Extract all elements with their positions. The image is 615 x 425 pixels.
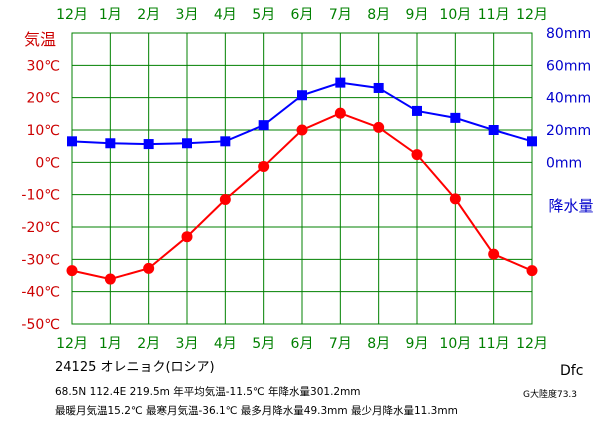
precipitation-point [143,139,154,150]
precipitation-point [373,82,384,93]
temperature-point [143,262,155,274]
month-label-bottom: 11月 [478,336,510,352]
temp-tick-label: -10℃ [21,188,60,204]
precipitation-point [67,136,77,147]
temperature-point [219,194,231,206]
temperature-point [66,265,78,277]
month-label-top: 10月 [439,7,471,23]
month-label-top: 8月 [367,7,390,23]
temperature-point [526,265,538,277]
station-name: 24125 オレニョク(ロシア) [55,360,215,375]
month-label-bottom: 8月 [367,336,390,352]
month-label-bottom: 9月 [406,336,429,352]
right-axis-title: 降水量 [548,197,593,215]
month-label-bottom: 3月 [176,336,199,352]
temp-tick-label: -40℃ [21,285,60,301]
month-label-top: 11月 [478,7,510,23]
month-label-bottom: 6月 [291,336,314,352]
precip-tick-label: 0mm [546,155,582,171]
month-label-top: 3月 [176,7,199,23]
month-label-bottom: 1月 [99,336,122,352]
temp-tick-label: 20℃ [26,91,60,107]
month-label-top: 4月 [214,7,237,23]
month-label-bottom: 12月 [516,336,548,352]
temperature-point [296,124,308,136]
month-label-top: 6月 [291,7,314,23]
climate-classification: Dfc [560,363,584,379]
temp-tick-label: -30℃ [21,252,60,268]
month-label-bottom: 7月 [329,336,352,352]
precipitation-point [182,138,192,149]
temperature-point [258,161,270,173]
axis-ticks: 12月 12月 1月 1月 2月 2月 3月 3月 4月 4月 5月 5月 6月 6月 7月 7月 8月 8月 9月… [21,7,591,352]
continentality-note: G大陸度73.3 [523,390,578,400]
temperature-point [334,107,346,119]
temp-tick-label: -50℃ [21,317,60,333]
temp-tick-label: 30℃ [26,58,60,74]
month-label-top: 9月 [406,7,429,23]
month-label-bottom: 2月 [137,336,160,352]
left-axis-title: 気温 [24,30,56,49]
month-label-bottom: 5月 [252,336,275,352]
station-stats-1: 68.5N 112.4E 219.5m 年平均気温-11.5℃ 年降水量301.… [55,386,361,398]
precipitation-point [258,120,269,131]
month-label-top: 7月 [329,7,352,23]
precipitation-point [527,136,537,147]
month-label-top: 12月 [56,7,88,23]
precipitation-point [105,138,116,149]
temp-tick-label: 0℃ [35,155,60,171]
month-label-top: 2月 [137,7,160,23]
temp-tick-label: 10℃ [26,123,60,139]
precipitation-point [335,77,346,88]
month-label-top: 12月 [516,7,548,23]
precip-tick-label: 20mm [546,123,591,139]
month-label-top: 5月 [252,7,275,23]
month-label-top: 1月 [99,7,122,23]
month-label-bottom: 4月 [214,336,237,352]
temperature-point [411,149,423,161]
precipitation-point [412,105,422,116]
precipitation-point [220,136,231,147]
temperature-point [104,273,116,285]
temperature-point [373,121,385,133]
precipitation-point [488,125,499,135]
precip-tick-label: 60mm [546,58,591,74]
station-stats-2: 最暖月気温15.2℃ 最寒月気温-36.1℃ 最多月降水量49.3mm 最少月降… [55,405,458,417]
precipitation-point [450,112,461,123]
data-series [66,77,538,285]
temperature-point [449,193,461,205]
temperature-point [488,248,500,260]
temp-tick-label: -20℃ [21,220,60,236]
precipitation-point [297,90,307,101]
month-label-bottom: 10月 [439,336,471,352]
precip-tick-label: 40mm [546,91,591,107]
precip-tick-label: 80mm [546,26,591,42]
temperature-point [181,231,193,243]
month-label-bottom: 12月 [56,336,88,352]
